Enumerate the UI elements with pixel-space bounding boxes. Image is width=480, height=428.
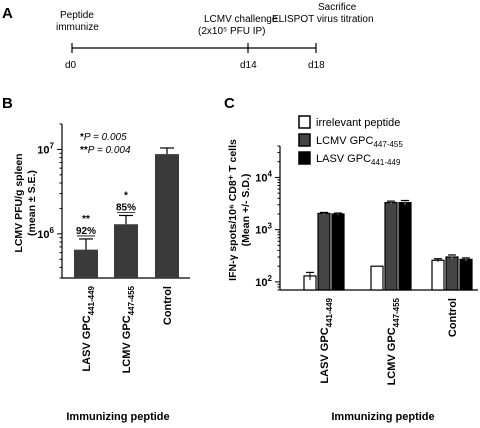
event-d18-day: d18	[308, 60, 325, 71]
legend-swatch-1	[298, 133, 311, 147]
percent-reduction-b: 85%	[116, 202, 136, 213]
category-label-c-2: Control	[447, 298, 459, 337]
panel-b-letter: B	[2, 95, 13, 112]
category-label-b-0: LASV GPC441-449	[81, 285, 96, 371]
legend-swatch-0	[298, 115, 311, 129]
panel-a-timeline: A Peptide immunize d0 LCMV challenge (2x…	[2, 2, 374, 71]
p-value-annotation: *P = 0.005	[80, 132, 127, 143]
bar-c-g0-s1	[317, 212, 331, 291]
legend-label-2: LASV GPC441-449	[316, 153, 401, 167]
y-tick-label-b: 106	[37, 226, 54, 241]
legend-label-0: irrelevant peptide	[316, 117, 400, 129]
p-value-annotation: **P = 0.004	[80, 145, 131, 156]
y-axis-label-c: IFN-γ spots/10⁶ CD8⁺ T cells	[227, 139, 239, 281]
event-d18-label-line2: ELISPOT virus titration	[272, 14, 374, 25]
bar-c-g1-s2	[398, 201, 412, 291]
category-label-b-2: Control	[162, 286, 174, 325]
y-tick-label-b: 107	[37, 141, 54, 156]
event-d14-label-line2: (2x10⁵ PFU IP)	[198, 26, 266, 37]
legend-swatch-2	[298, 151, 311, 165]
y-axis-label-b: LCMV PFU/g spleen	[13, 153, 25, 252]
event-d0-label-line2: immunize	[56, 22, 99, 33]
y-tick-label-c: 102	[255, 274, 272, 289]
bar-c-g2-s0	[431, 259, 445, 291]
category-label-c-1: LCMV GPC447-455	[386, 297, 401, 385]
event-d0-day: d0	[65, 60, 77, 71]
panel-a-letter: A	[2, 5, 13, 22]
y-axis-label-b-line2: (mean ± S.E.)	[26, 170, 38, 236]
bar-c-g0-s2	[331, 213, 345, 291]
panel-b-chart: B 106 107 LCMV PFU/g spleen (mean ± S.E.) *P…	[2, 95, 190, 423]
event-d14-label-line1: LCMV challenge	[204, 14, 278, 25]
bar-c-g1-s0	[370, 265, 384, 291]
significance-stars-b: **	[82, 214, 90, 225]
bar-c-g2-s2	[459, 258, 473, 291]
bar-b-1	[114, 224, 138, 278]
event-d18-label-line1: Sacrifice	[318, 2, 357, 13]
legend-label-1: LCMV GPC447-455	[316, 135, 403, 149]
y-tick-label-c: 104	[255, 169, 272, 184]
percent-reduction-b: 92%	[76, 226, 96, 237]
bar-b-2	[155, 154, 179, 278]
bar-c-g2-s1	[445, 256, 459, 291]
significance-stars-b: *	[124, 190, 128, 201]
bar-c-g1-s1	[384, 201, 398, 291]
event-d0-label-line1: Peptide	[60, 10, 94, 21]
category-label-b-1: LCMV GPC447-455	[121, 285, 136, 373]
panel-c-chart: C 102 103 104 IFN-γ spots/10⁶ CD8⁺ T cells(…	[224, 95, 478, 423]
event-d14-day: d14	[240, 60, 257, 71]
category-label-c-0: LASV GPC441-449	[319, 297, 334, 383]
y-tick-label-c: 103	[255, 222, 272, 237]
panel-c-letter: C	[224, 95, 235, 112]
x-axis-label-c: Immunizing peptide	[331, 411, 434, 423]
bar-b-0	[74, 249, 98, 278]
x-axis-label-b: Immunizing peptide	[66, 411, 169, 423]
y-axis-label-c-line2: (Mean +/- S.D.)	[240, 174, 252, 247]
